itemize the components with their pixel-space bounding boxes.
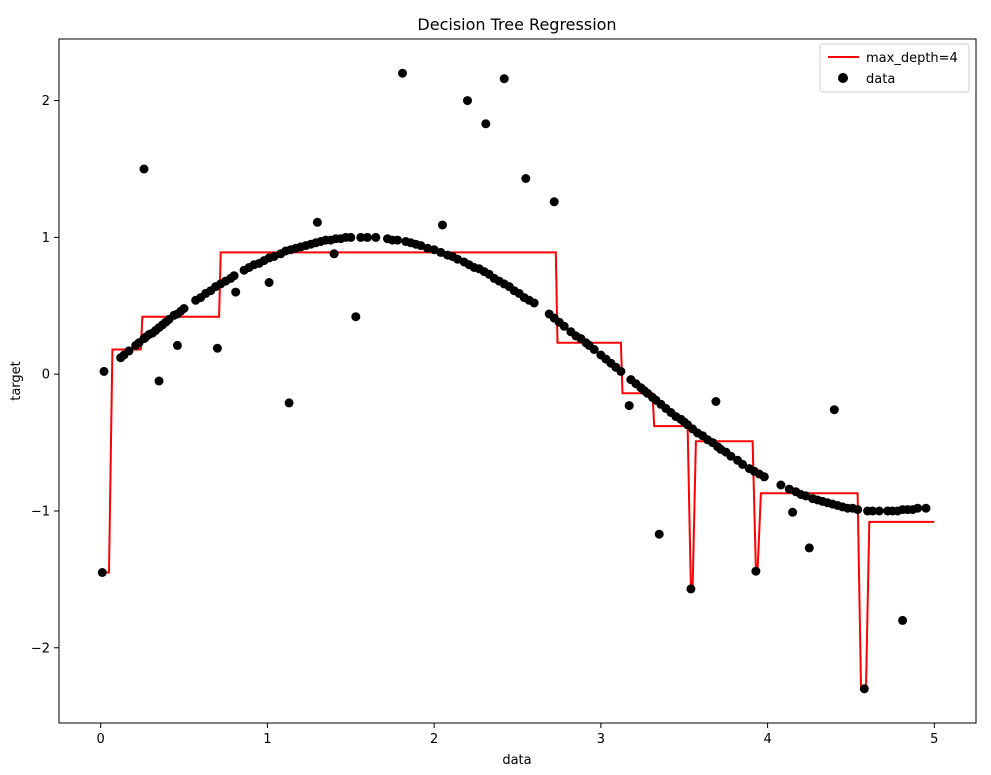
data-point bbox=[499, 74, 509, 84]
x-tick-label: 0 bbox=[97, 732, 105, 747]
data-point bbox=[529, 298, 539, 308]
data-point bbox=[853, 505, 863, 515]
data-point bbox=[172, 340, 182, 350]
data-point bbox=[759, 472, 769, 482]
x-tick-label: 1 bbox=[263, 732, 271, 747]
legend-label-line: max_depth=4 bbox=[866, 51, 958, 66]
data-point bbox=[284, 398, 294, 408]
data-point bbox=[124, 346, 134, 356]
data-point bbox=[738, 459, 748, 469]
x-tick-label: 5 bbox=[930, 732, 938, 747]
data-point bbox=[371, 232, 381, 242]
data-point bbox=[481, 119, 491, 129]
data-point bbox=[559, 321, 569, 331]
x-tick-label: 4 bbox=[763, 732, 771, 747]
data-point bbox=[212, 343, 222, 353]
data-point bbox=[154, 376, 164, 386]
x-tick-label: 3 bbox=[597, 732, 605, 747]
data-point bbox=[231, 287, 241, 297]
chart-title: Decision Tree Regression bbox=[417, 15, 616, 34]
data-point bbox=[874, 506, 884, 516]
data-point bbox=[624, 401, 634, 411]
series-line-max-depth-4 bbox=[100, 251, 935, 689]
data-point bbox=[356, 232, 366, 242]
data-point bbox=[362, 232, 372, 242]
data-point bbox=[776, 480, 786, 490]
data-point bbox=[351, 312, 361, 322]
data-point bbox=[829, 405, 839, 415]
data-point bbox=[804, 543, 814, 553]
data-point bbox=[549, 197, 559, 207]
y-tick-label: 1 bbox=[42, 231, 50, 246]
data-point bbox=[139, 164, 149, 174]
y-axis-label: target bbox=[9, 361, 24, 401]
data-point bbox=[898, 615, 908, 625]
data-point bbox=[99, 366, 109, 376]
axis-ticks: 0 1 2 3 4 5 −2 −1 0 1 2 bbox=[31, 94, 939, 747]
data-point bbox=[97, 568, 107, 577]
y-tick-label: 0 bbox=[42, 368, 50, 383]
data-point bbox=[329, 249, 339, 259]
data-point bbox=[616, 366, 626, 376]
plot-area bbox=[97, 68, 935, 694]
y-tick-label: −2 bbox=[31, 641, 50, 656]
data-point bbox=[179, 304, 189, 313]
legend-marker-swatch bbox=[838, 73, 848, 83]
data-point bbox=[264, 278, 274, 287]
y-tick-label: 2 bbox=[42, 94, 50, 109]
axes-frame bbox=[58, 38, 977, 724]
data-point bbox=[346, 232, 356, 242]
y-tick-label: −1 bbox=[31, 504, 50, 519]
data-point bbox=[312, 217, 322, 227]
data-point bbox=[726, 451, 736, 461]
x-axis-label: data bbox=[502, 753, 531, 768]
data-point bbox=[438, 220, 447, 230]
data-point bbox=[859, 684, 869, 694]
data-point bbox=[589, 345, 599, 354]
data-point bbox=[229, 271, 239, 281]
data-point bbox=[788, 507, 798, 517]
data-point bbox=[398, 68, 407, 78]
data-point bbox=[521, 174, 531, 183]
data-point bbox=[711, 397, 721, 406]
data-point bbox=[654, 529, 664, 539]
data-point bbox=[913, 503, 923, 513]
data-point bbox=[463, 96, 472, 106]
legend: max_depth=4 data bbox=[819, 43, 970, 93]
data-point bbox=[393, 235, 402, 245]
x-tick-label: 2 bbox=[430, 732, 438, 747]
data-point bbox=[751, 566, 761, 576]
data-point bbox=[921, 503, 931, 513]
legend-label-data: data bbox=[866, 72, 895, 87]
data-point bbox=[686, 584, 696, 594]
data-point bbox=[868, 506, 878, 516]
